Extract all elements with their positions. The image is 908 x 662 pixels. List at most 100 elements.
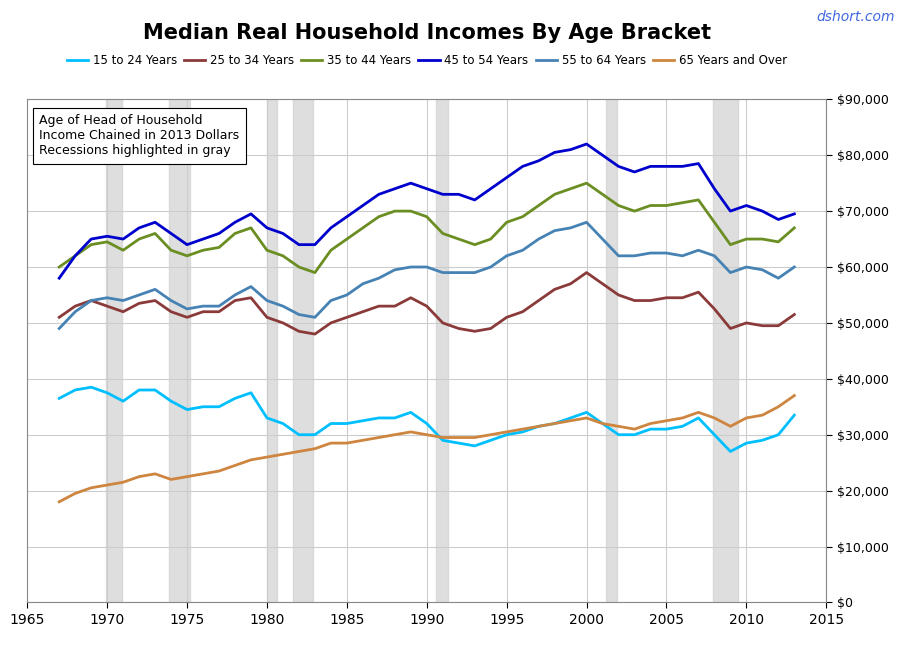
15 to 24 Years [485, 436, 496, 444]
65 Years and Over [549, 420, 560, 428]
55 to 64 Years [501, 252, 512, 260]
45 to 54 Years [341, 213, 352, 220]
15 to 24 Years [54, 395, 64, 402]
15 to 24 Years [613, 431, 624, 439]
15 to 24 Years [198, 402, 209, 410]
Bar [267, 99, 277, 602]
15 to 24 Years [85, 383, 96, 391]
35 to 44 Years [533, 201, 544, 209]
45 to 54 Years [709, 185, 720, 193]
35 to 44 Years [453, 235, 464, 243]
55 to 64 Years [629, 252, 640, 260]
45 to 54 Years [310, 241, 321, 249]
15 to 24 Years [597, 420, 608, 428]
55 to 64 Years [165, 297, 176, 305]
45 to 54 Years [773, 216, 784, 224]
65 Years and Over [165, 475, 176, 483]
15 to 24 Years [182, 406, 192, 414]
25 to 34 Years [469, 327, 480, 335]
Legend: 15 to 24 Years, 25 to 34 Years, 35 to 44 Years, 45 to 54 Years, 55 to 64 Years, : 15 to 24 Years, 25 to 34 Years, 35 to 44… [62, 49, 792, 71]
35 to 44 Years [182, 252, 192, 260]
15 to 24 Years [390, 414, 400, 422]
15 to 24 Years [102, 389, 113, 397]
25 to 34 Years [310, 330, 321, 338]
Line: 45 to 54 Years: 45 to 54 Years [59, 144, 794, 278]
45 to 54 Years [789, 210, 800, 218]
25 to 34 Years [629, 297, 640, 305]
15 to 24 Years [373, 414, 384, 422]
15 to 24 Years [358, 417, 369, 425]
35 to 44 Years [133, 235, 144, 243]
55 to 64 Years [358, 280, 369, 288]
35 to 44 Years [565, 185, 576, 193]
25 to 34 Years [245, 294, 256, 302]
35 to 44 Years [118, 246, 129, 254]
15 to 24 Years [645, 425, 656, 433]
Bar [713, 99, 738, 602]
55 to 64 Years [102, 294, 113, 302]
25 to 34 Years [661, 294, 672, 302]
65 Years and Over [469, 434, 480, 442]
45 to 54 Years [597, 151, 608, 159]
25 to 34 Years [757, 322, 768, 330]
25 to 34 Years [789, 310, 800, 318]
65 Years and Over [182, 473, 192, 481]
65 Years and Over [70, 489, 81, 497]
45 to 54 Years [390, 185, 400, 193]
45 to 54 Years [133, 224, 144, 232]
65 Years and Over [485, 431, 496, 439]
25 to 34 Years [613, 291, 624, 299]
55 to 64 Years [262, 297, 272, 305]
25 to 34 Years [373, 302, 384, 310]
25 to 34 Years [709, 305, 720, 313]
45 to 54 Years [421, 185, 432, 193]
45 to 54 Years [102, 232, 113, 240]
45 to 54 Years [262, 224, 272, 232]
25 to 34 Years [54, 313, 64, 321]
45 to 54 Years [293, 241, 304, 249]
35 to 44 Years [390, 207, 400, 215]
55 to 64 Years [133, 291, 144, 299]
65 Years and Over [198, 470, 209, 478]
55 to 64 Years [741, 263, 752, 271]
35 to 44 Years [102, 238, 113, 246]
65 Years and Over [501, 428, 512, 436]
25 to 34 Years [150, 297, 161, 305]
65 Years and Over [709, 414, 720, 422]
55 to 64 Years [390, 266, 400, 274]
Line: 15 to 24 Years: 15 to 24 Years [59, 387, 794, 451]
25 to 34 Years [518, 308, 528, 316]
55 to 64 Years [213, 302, 224, 310]
65 Years and Over [373, 434, 384, 442]
45 to 54 Years [693, 160, 704, 167]
45 to 54 Years [150, 218, 161, 226]
45 to 54 Years [725, 207, 735, 215]
15 to 24 Years [453, 439, 464, 447]
15 to 24 Years [213, 402, 224, 410]
45 to 54 Years [118, 235, 129, 243]
15 to 24 Years [421, 420, 432, 428]
Text: Median Real Household Incomes By Age Bracket: Median Real Household Incomes By Age Bra… [143, 23, 711, 43]
35 to 44 Years [262, 246, 272, 254]
65 Years and Over [661, 417, 672, 425]
45 to 54 Years [613, 162, 624, 170]
15 to 24 Years [533, 422, 544, 430]
65 Years and Over [54, 498, 64, 506]
35 to 44 Years [421, 213, 432, 220]
45 to 54 Years [54, 274, 64, 282]
55 to 64 Years [693, 246, 704, 254]
35 to 44 Years [70, 252, 81, 260]
25 to 34 Years [341, 313, 352, 321]
55 to 64 Years [453, 269, 464, 277]
45 to 54 Years [198, 235, 209, 243]
65 Years and Over [118, 478, 129, 486]
35 to 44 Years [278, 252, 289, 260]
15 to 24 Years [262, 414, 272, 422]
Line: 25 to 34 Years: 25 to 34 Years [59, 273, 794, 334]
45 to 54 Years [70, 252, 81, 260]
65 Years and Over [581, 414, 592, 422]
15 to 24 Years [518, 428, 528, 436]
65 Years and Over [150, 470, 161, 478]
45 to 54 Years [182, 241, 192, 249]
35 to 44 Years [325, 246, 336, 254]
